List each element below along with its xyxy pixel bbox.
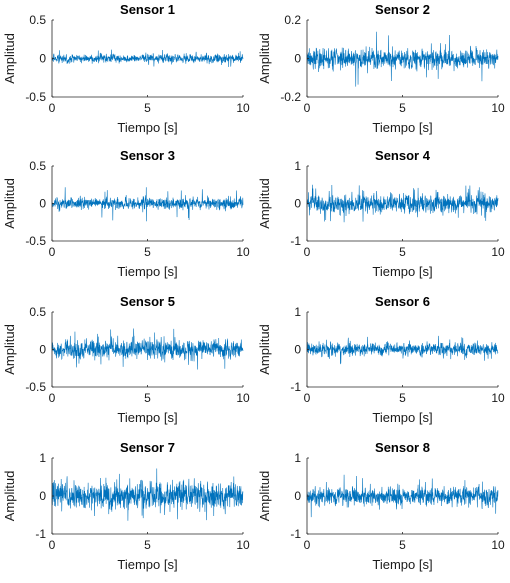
- signal-line: [306, 184, 499, 223]
- y-tick-label: -1: [35, 527, 46, 541]
- x-tick-label: 10: [491, 538, 505, 552]
- y-tick-label: 0.5: [29, 159, 46, 173]
- x-axis-label: Tiempo [s]: [372, 120, 432, 135]
- x-axis-label: Tiempo [s]: [117, 410, 177, 425]
- x-tick-label: 10: [491, 391, 505, 405]
- x-axis-label: Tiempo [s]: [117, 264, 177, 279]
- x-tick-label: 0: [49, 101, 56, 115]
- x-tick-label: 0: [304, 391, 311, 405]
- y-tick-label: 0: [39, 52, 46, 66]
- x-tick-label: 0: [304, 538, 311, 552]
- signal-line: [51, 49, 244, 68]
- x-tick-label: 5: [399, 101, 406, 115]
- y-tick-label: -0.2: [280, 90, 301, 104]
- y-axis-label: Amplitud: [2, 471, 17, 522]
- x-axis-label: Tiempo [s]: [372, 410, 432, 425]
- signal-line: [306, 335, 499, 365]
- y-tick-label: 1: [294, 451, 301, 465]
- y-tick-label: 0.2: [284, 13, 301, 27]
- x-axis-label: Tiempo [s]: [372, 557, 432, 572]
- y-tick-label: 1: [294, 159, 301, 173]
- x-tick-label: 10: [491, 245, 505, 259]
- x-axis-label: Tiempo [s]: [372, 264, 432, 279]
- x-tick-label: 10: [236, 101, 250, 115]
- x-tick-label: 10: [236, 538, 250, 552]
- signal-line: [51, 328, 244, 370]
- y-tick-label: -0.5: [25, 234, 46, 248]
- x-tick-label: 5: [399, 538, 406, 552]
- panel-title: Sensor 1: [120, 2, 175, 17]
- x-tick-label: 0: [49, 245, 56, 259]
- x-tick-label: 0: [304, 245, 311, 259]
- signal-line: [51, 468, 244, 521]
- x-tick-label: 10: [491, 101, 505, 115]
- x-axis-label: Tiempo [s]: [117, 120, 177, 135]
- x-tick-label: 5: [144, 538, 151, 552]
- y-tick-label: 0: [39, 343, 46, 357]
- x-tick-label: 10: [236, 245, 250, 259]
- x-tick-label: 0: [304, 101, 311, 115]
- signal-line: [306, 474, 499, 518]
- y-tick-label: 0: [294, 489, 301, 503]
- x-tick-label: 5: [144, 101, 151, 115]
- y-tick-label: -1: [290, 380, 301, 394]
- y-axis-label: Amplitud: [2, 33, 17, 84]
- x-tick-label: 0: [49, 538, 56, 552]
- panel-title: Sensor 7: [120, 440, 175, 455]
- y-tick-label: 0.5: [29, 13, 46, 27]
- signal-line: [306, 31, 499, 87]
- x-tick-label: 0: [49, 391, 56, 405]
- x-tick-label: 5: [144, 245, 151, 259]
- y-axis-label: Amplitud: [257, 33, 272, 84]
- panel-title: Sensor 6: [375, 294, 430, 309]
- y-axis-label: Amplitud: [2, 178, 17, 229]
- x-tick-label: 5: [399, 391, 406, 405]
- x-tick-label: 10: [236, 391, 250, 405]
- y-tick-label: 0: [294, 197, 301, 211]
- panel-title: Sensor 3: [120, 148, 175, 163]
- y-axis-label: Amplitud: [2, 324, 17, 375]
- y-tick-label: 0: [39, 197, 46, 211]
- y-tick-label: 0: [39, 489, 46, 503]
- signal-line: [51, 187, 244, 222]
- y-tick-label: -0.5: [25, 380, 46, 394]
- x-tick-label: 5: [144, 391, 151, 405]
- y-tick-label: -1: [290, 234, 301, 248]
- panel-title: Sensor 2: [375, 2, 430, 17]
- y-tick-label: 1: [39, 451, 46, 465]
- y-tick-label: -1: [290, 527, 301, 541]
- panel-title: Sensor 4: [375, 148, 431, 163]
- panel-title: Sensor 5: [120, 294, 175, 309]
- y-tick-label: 1: [294, 305, 301, 319]
- x-axis-label: Tiempo [s]: [117, 557, 177, 572]
- y-axis-label: Amplitud: [257, 178, 272, 229]
- y-axis-label: Amplitud: [257, 471, 272, 522]
- y-tick-label: 0.5: [29, 305, 46, 319]
- y-axis-label: Amplitud: [257, 324, 272, 375]
- y-tick-label: 0: [294, 52, 301, 66]
- y-tick-label: 0: [294, 343, 301, 357]
- x-tick-label: 5: [399, 245, 406, 259]
- panel-title: Sensor 8: [375, 440, 430, 455]
- y-tick-label: -0.5: [25, 90, 46, 104]
